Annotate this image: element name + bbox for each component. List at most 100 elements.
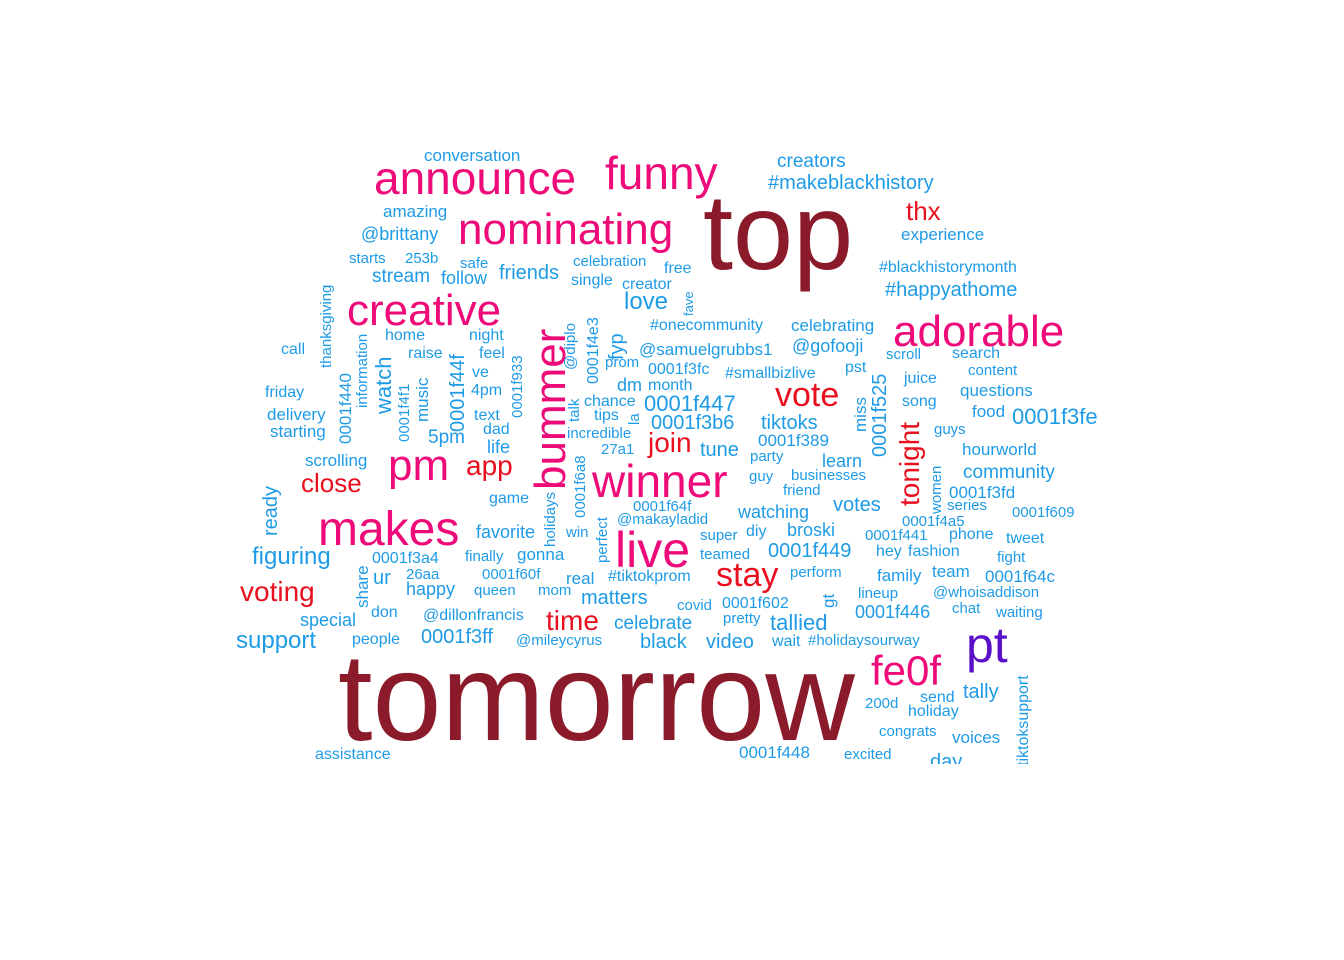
word-tiktokprom: #tiktokprom xyxy=(608,568,691,585)
word-raise: raise xyxy=(408,345,443,362)
word-0001f933: 0001f933 xyxy=(509,355,526,418)
word-share: share xyxy=(353,565,372,608)
word-0001f525: 0001f525 xyxy=(869,373,891,457)
word-real: real xyxy=(566,569,595,588)
word-home: home xyxy=(385,327,426,344)
word-0001f64c: 0001f64c xyxy=(985,567,1055,586)
word-chat: chat xyxy=(952,600,981,617)
word-day: day xyxy=(930,751,963,764)
word-creative: creative xyxy=(347,286,502,335)
word-creator: creator xyxy=(622,276,672,293)
word-voices: voices xyxy=(952,728,1001,747)
word-celebration: celebration xyxy=(573,253,647,270)
word-hey: hey xyxy=(876,543,902,560)
word-diplo: @diplo xyxy=(562,323,579,370)
word-winner: winner xyxy=(592,455,728,507)
word-call: call xyxy=(281,341,306,358)
word-series: series xyxy=(947,497,988,514)
word-gonna: gonna xyxy=(517,545,565,564)
word-assistance: assistance xyxy=(315,746,391,763)
word-makayladid: @makayladid xyxy=(617,511,709,528)
word-pst: pst xyxy=(845,359,867,376)
word-friend: friend xyxy=(783,482,821,499)
word-free: free xyxy=(664,260,692,277)
word-party: party xyxy=(750,448,784,465)
word-tweet: tweet xyxy=(1006,530,1045,547)
word-figuring: figuring xyxy=(252,543,331,570)
word-scrolling: scrolling xyxy=(305,451,368,470)
word-incredible: incredible xyxy=(567,425,632,442)
word-join: join xyxy=(648,427,692,458)
word-super: super xyxy=(700,527,738,544)
word-guy: guy xyxy=(749,468,774,485)
word-lineup: lineup xyxy=(858,585,899,602)
word-mom: mom xyxy=(538,582,572,599)
word-pt: pt xyxy=(966,617,1008,673)
word-conversation: conversation xyxy=(424,150,521,165)
word-adorable: adorable xyxy=(893,307,1065,356)
word-food: food xyxy=(972,402,1006,421)
word-0001f4a5: 0001f4a5 xyxy=(902,513,965,530)
word-stay: stay xyxy=(716,556,779,594)
word-support: support xyxy=(236,627,317,654)
word-0001f3a4: 0001f3a4 xyxy=(372,550,439,567)
word-broski: broski xyxy=(787,520,836,540)
word-0001f609: 0001f609 xyxy=(1012,504,1075,521)
word-200d: 200d xyxy=(865,695,899,712)
word-0001f441: 0001f441 xyxy=(865,527,928,544)
word-0001f446: 0001f446 xyxy=(855,602,931,622)
word-feel: feel xyxy=(479,345,505,362)
word-women: women xyxy=(928,465,945,514)
word-brittany: @brittany xyxy=(361,224,439,244)
word-voting: voting xyxy=(240,576,315,607)
word-experience: experience xyxy=(901,225,985,244)
word-queen: queen xyxy=(474,582,516,599)
word-onecommunity: #onecommunity xyxy=(650,317,763,334)
word-video: video xyxy=(706,631,754,653)
word-0001f6a8: 0001f6a8 xyxy=(572,455,589,518)
word-businesses: businesses xyxy=(791,467,867,484)
word-black: black xyxy=(640,631,687,653)
word-tiktoks: tiktoks xyxy=(761,412,818,434)
word-watch: watch xyxy=(371,356,396,414)
word-starting: starting xyxy=(270,422,326,441)
word-congrats: congrats xyxy=(879,723,937,740)
word-excited: excited xyxy=(844,746,892,763)
word-life: life xyxy=(487,437,511,457)
word-top: top xyxy=(703,171,854,292)
word-questions: questions xyxy=(960,381,1033,400)
word-0001f60f: 0001f60f xyxy=(482,566,541,583)
word-whoisaddison: @whoisaddison xyxy=(933,584,1040,601)
word-music: music xyxy=(413,377,432,422)
word-0001f3b6: 0001f3b6 xyxy=(651,412,735,434)
word-vote: vote xyxy=(775,376,840,414)
word-people: people xyxy=(352,631,401,648)
word-live: live xyxy=(615,522,691,578)
word-text: text xyxy=(474,407,500,424)
word-favorite: favorite xyxy=(476,522,536,542)
word-votes: votes xyxy=(833,494,881,516)
word-gt: gt xyxy=(819,593,838,608)
word-guys: guys xyxy=(934,421,966,438)
word-pretty: pretty xyxy=(723,610,761,627)
word-holiday: holiday xyxy=(908,703,959,720)
word-fashion: fashion xyxy=(908,543,960,560)
word-game: game xyxy=(489,490,530,507)
word-celebrating: celebrating xyxy=(791,316,875,335)
word-holidaysourway: #holidaysourway xyxy=(808,632,920,649)
word-perform: perform xyxy=(790,564,842,581)
word-tips: tips xyxy=(594,407,619,424)
word-0001f4e3: 0001f4e3 xyxy=(585,317,602,384)
word-smallbizlive: #smallbizlive xyxy=(725,365,816,382)
word-love: love xyxy=(624,288,669,315)
word-0001f440: 0001f440 xyxy=(336,373,355,444)
word-27a1: 27a1 xyxy=(601,441,635,458)
word-song: song xyxy=(902,393,937,410)
word-0001f449: 0001f449 xyxy=(768,540,852,562)
word-information: information xyxy=(354,333,371,408)
word-matters: matters xyxy=(581,587,648,609)
word-follow: follow xyxy=(441,268,488,288)
word-stream: stream xyxy=(372,266,431,287)
word-month: month xyxy=(648,377,693,394)
